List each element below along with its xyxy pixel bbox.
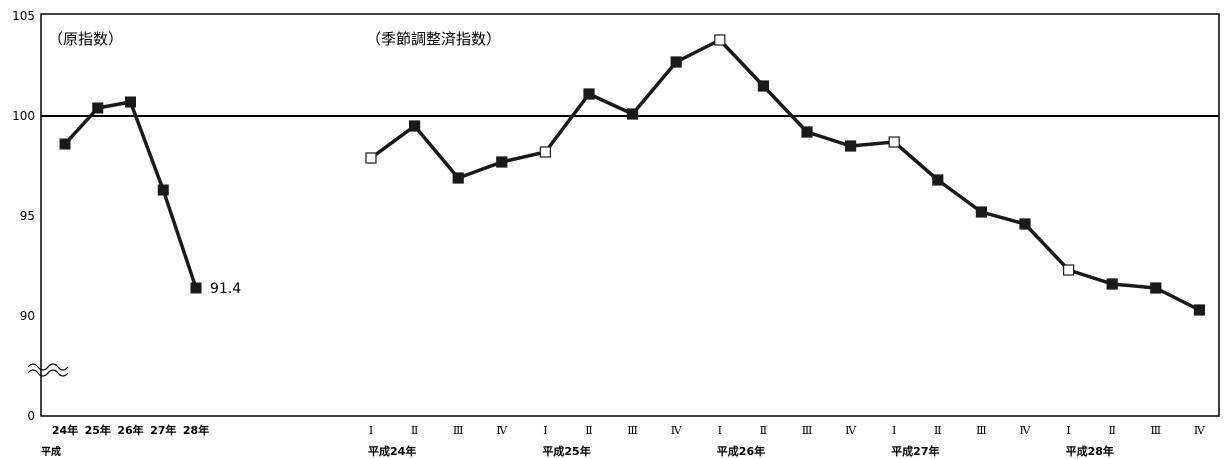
data-point	[714, 34, 726, 46]
data-point	[1019, 218, 1031, 230]
x-tick-label: Ⅳ	[496, 424, 508, 437]
data-point	[1193, 304, 1206, 316]
x-tick-label: Ⅳ	[1194, 424, 1206, 437]
data-point	[975, 206, 988, 218]
data-point	[59, 138, 71, 150]
data-point	[539, 146, 552, 158]
data-point	[157, 184, 169, 196]
data-point	[844, 140, 857, 152]
x-tick-label: Ⅲ	[976, 424, 987, 437]
y-tick-label: 90	[20, 309, 35, 323]
data-point	[190, 282, 202, 294]
data-point	[626, 108, 639, 120]
data-point	[801, 126, 813, 138]
x-tick-label: Ⅱ	[411, 424, 418, 437]
data-point	[125, 96, 136, 108]
x-tick-label: Ⅰ	[892, 424, 896, 437]
x-tick-label: 25年	[85, 423, 111, 437]
x-tick-label: Ⅱ	[760, 424, 767, 437]
x-tick-label: Ⅱ	[934, 424, 941, 437]
x-tick-label: Ⅲ	[802, 424, 813, 437]
data-point	[92, 102, 104, 114]
y-tick-label: 0	[27, 409, 35, 423]
series-line	[369, 38, 1201, 312]
x-tick-label: Ⅳ	[1020, 424, 1032, 437]
panel-labels: （原指数） （季節調整済指数）	[48, 30, 501, 48]
data-point	[670, 56, 682, 68]
data-point	[932, 174, 944, 186]
x-tick-label: Ⅲ	[627, 424, 638, 437]
year-label: 平成24年	[368, 444, 416, 458]
data-point	[409, 120, 421, 132]
x-tick-label: Ⅰ	[369, 424, 373, 437]
axis-break-mark	[27, 363, 69, 371]
year-label: 平成27年	[891, 444, 939, 458]
panel-label: （季節調整済指数）	[366, 30, 501, 48]
data-point	[1062, 264, 1075, 276]
y-tick-label: 105	[12, 9, 35, 23]
year-label: 平成25年	[542, 444, 590, 458]
x-tick-label: Ⅰ	[1066, 424, 1070, 437]
data-point	[757, 80, 770, 92]
axes	[27, 13, 1220, 417]
x-tick-label: Ⅳ	[845, 424, 857, 437]
era-label: 平成	[41, 445, 61, 458]
data-point	[452, 172, 464, 184]
x-tick-label: 24年	[52, 423, 78, 437]
y-tick-label: 95	[20, 209, 35, 223]
x-tick-label: 28年	[183, 423, 209, 437]
year-label: 平成26年	[717, 444, 765, 458]
data-point	[1106, 278, 1118, 290]
series-line	[63, 100, 198, 289]
x-tick-label: Ⅱ	[585, 424, 592, 437]
x-tick-label: Ⅲ	[1150, 424, 1161, 437]
plot-frame	[40, 13, 1220, 417]
x-tick-label: Ⅰ	[543, 424, 547, 437]
x-tick-label: Ⅲ	[453, 424, 464, 437]
year-label: 平成28年	[1066, 444, 1114, 458]
x-tick-label: Ⅳ	[671, 424, 683, 437]
y-tick-label: 100	[12, 109, 35, 123]
axis-break-mark	[27, 369, 69, 377]
data-point	[365, 152, 377, 164]
data-point	[1150, 282, 1162, 294]
data-point	[888, 136, 900, 148]
panel-label: （原指数）	[48, 30, 123, 48]
series-annual: 91.4	[59, 96, 241, 297]
x-tick-label: Ⅰ	[718, 424, 722, 437]
series-seasonally-adjusted	[365, 34, 1206, 316]
x-tick-label: 27年	[150, 423, 176, 437]
y-tick-labels: 0 90 95 100 105	[12, 9, 35, 423]
data-point	[583, 88, 595, 100]
data-label: 91.4	[210, 281, 241, 297]
x-tick-label: 26年	[117, 423, 143, 437]
data-point	[496, 156, 508, 168]
x-tick-label: Ⅱ	[1108, 424, 1115, 437]
